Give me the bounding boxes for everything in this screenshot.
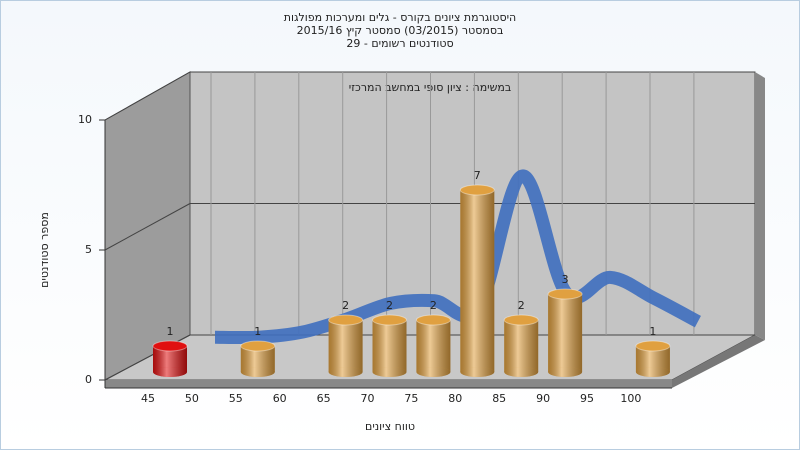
bar <box>415 314 451 377</box>
data-label: 2 <box>518 299 525 312</box>
x-tick-label: 45 <box>141 392 155 405</box>
y-tick-label: 5 <box>85 243 92 256</box>
data-label: 1 <box>649 325 656 338</box>
bar-bottom-shade <box>504 367 539 377</box>
bar-shade <box>416 320 451 372</box>
bar-shade <box>548 294 583 372</box>
x-tick-label: 85 <box>492 392 506 405</box>
bar-bottom-shade <box>460 367 495 377</box>
x-tick-label: 95 <box>580 392 594 405</box>
x-tick-label: 65 <box>317 392 331 405</box>
bar-top <box>635 340 671 352</box>
bar-bottom-shade <box>635 367 670 377</box>
bar-bottom-shade <box>372 367 407 377</box>
bar-shade <box>328 320 363 372</box>
bar-bottom-shade <box>328 367 363 377</box>
bar-top <box>328 314 364 326</box>
y-tick-label: 0 <box>85 373 92 386</box>
bar <box>459 184 495 377</box>
bar <box>240 340 276 377</box>
y-tick-label: 10 <box>78 113 92 126</box>
x-tick-label: 80 <box>448 392 462 405</box>
floor-edge <box>672 335 765 388</box>
left-wall <box>104 71 191 381</box>
x-tick-label: 90 <box>536 392 550 405</box>
bar-bottom-shade <box>548 367 583 377</box>
data-label: 1 <box>167 325 174 338</box>
chart-title: סטודנטים רשומים - 29 <box>346 37 453 50</box>
bar-shade <box>504 320 539 372</box>
bar-top <box>459 184 495 196</box>
data-label: 2 <box>342 299 349 312</box>
bar-top <box>152 340 188 352</box>
x-tick-label: 55 <box>229 392 243 405</box>
bar <box>152 340 188 377</box>
grid-line <box>104 203 191 251</box>
bar-bottom-shade <box>153 367 187 377</box>
data-label: 7 <box>474 169 481 182</box>
bar-top <box>372 314 407 326</box>
x-tick-label: 100 <box>620 392 641 405</box>
floor-edge <box>105 380 672 388</box>
bar-top <box>415 314 451 326</box>
y-axis-label: מספר סטודנטים <box>38 212 51 288</box>
x-tick-label: 50 <box>185 392 199 405</box>
data-label: 2 <box>386 299 393 312</box>
bar-shade <box>460 190 495 372</box>
x-tick-label: 75 <box>404 392 418 405</box>
chart-title: בסמסטר (03/2015) סמסטר קיץ 2015/16 <box>297 24 504 37</box>
wall-edge <box>755 72 765 340</box>
chart-title: היסטוגרמת ציונים בקורס - גלים ומערכות מפ… <box>284 11 516 24</box>
x-axis-label: טווח ציונים <box>365 420 415 433</box>
grid-line <box>104 71 191 121</box>
bar-top <box>547 288 583 300</box>
bar-shade <box>372 320 407 372</box>
bar-bottom-shade <box>416 367 451 377</box>
data-label: 3 <box>562 273 569 286</box>
bar <box>503 314 539 377</box>
data-label: 2 <box>430 299 437 312</box>
x-tick-label: 60 <box>273 392 287 405</box>
bar-bottom-shade <box>240 367 275 377</box>
bar <box>547 288 583 377</box>
x-tick-label: 70 <box>361 392 375 405</box>
bar <box>372 314 407 377</box>
bar-top <box>240 340 276 352</box>
bar <box>635 340 671 377</box>
bar <box>328 314 364 377</box>
bar-top <box>503 314 539 326</box>
data-label: 1 <box>254 325 261 338</box>
